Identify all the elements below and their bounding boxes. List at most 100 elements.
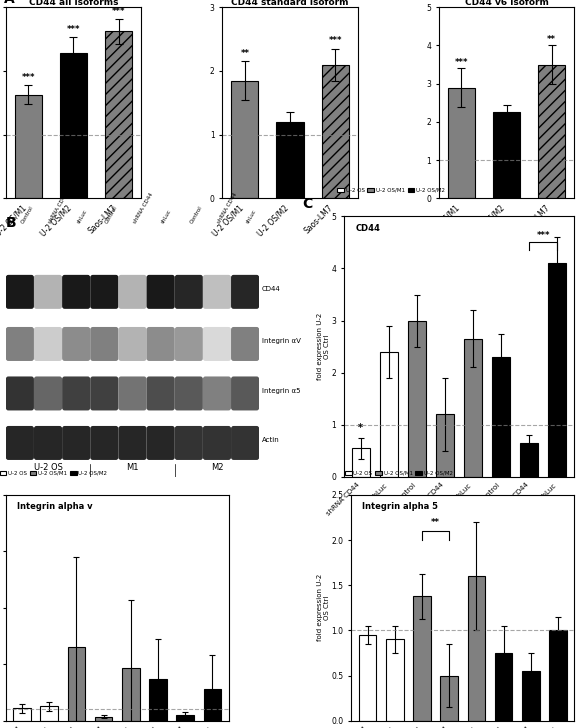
Bar: [448, 87, 475, 198]
FancyBboxPatch shape: [90, 426, 118, 460]
FancyBboxPatch shape: [118, 327, 147, 361]
Bar: [95, 717, 113, 721]
Bar: [149, 679, 167, 721]
FancyBboxPatch shape: [203, 426, 231, 460]
Bar: [493, 112, 520, 198]
Bar: [408, 320, 426, 477]
Bar: [413, 596, 431, 721]
Text: Integrin alpha v: Integrin alpha v: [17, 502, 93, 511]
Legend: U-2 OS, U-2 OS/M1, U-2 OS/M2: U-2 OS, U-2 OS/M1, U-2 OS/M2: [335, 186, 447, 195]
Text: Control: Control: [189, 205, 203, 224]
Title: CD44 v6 isoform: CD44 v6 isoform: [465, 0, 549, 7]
Text: ***: ***: [328, 36, 342, 45]
Bar: [386, 639, 404, 721]
FancyBboxPatch shape: [62, 376, 90, 411]
Bar: [13, 708, 31, 721]
FancyBboxPatch shape: [147, 275, 175, 309]
FancyBboxPatch shape: [6, 376, 34, 411]
Text: Control: Control: [104, 205, 118, 224]
Title: CD44 standard isoform: CD44 standard isoform: [231, 0, 349, 7]
FancyBboxPatch shape: [203, 327, 231, 361]
Bar: [520, 443, 538, 477]
Text: Integrin αV: Integrin αV: [262, 339, 300, 344]
Bar: [321, 65, 349, 198]
Text: M2: M2: [211, 463, 223, 472]
FancyBboxPatch shape: [231, 327, 259, 361]
Text: **: **: [240, 50, 249, 58]
FancyBboxPatch shape: [6, 327, 34, 361]
Text: shRNA CD44: shRNA CD44: [48, 191, 70, 224]
Text: *: *: [358, 422, 363, 432]
Bar: [176, 715, 194, 721]
Legend: U-2 OS, U-2 OS/M1, U-2 OS/M2: U-2 OS, U-2 OS/M1, U-2 OS/M2: [343, 468, 455, 478]
Bar: [68, 647, 85, 721]
Text: A: A: [3, 0, 15, 7]
Bar: [436, 414, 454, 477]
FancyBboxPatch shape: [231, 275, 259, 309]
FancyBboxPatch shape: [6, 275, 34, 309]
Bar: [495, 653, 512, 721]
Text: **: **: [547, 34, 556, 44]
FancyBboxPatch shape: [118, 376, 147, 411]
Text: shLuc: shLuc: [245, 208, 258, 224]
FancyBboxPatch shape: [62, 426, 90, 460]
FancyBboxPatch shape: [34, 327, 62, 361]
FancyBboxPatch shape: [6, 426, 34, 460]
FancyBboxPatch shape: [118, 426, 147, 460]
Text: CD44: CD44: [356, 224, 380, 233]
Text: Actin: Actin: [262, 438, 280, 443]
FancyBboxPatch shape: [90, 376, 118, 411]
Bar: [440, 676, 458, 721]
Bar: [464, 339, 482, 477]
FancyBboxPatch shape: [231, 426, 259, 460]
FancyBboxPatch shape: [147, 327, 175, 361]
Y-axis label: fold expression U-2
OS Ctrl: fold expression U-2 OS Ctrl: [317, 574, 330, 641]
Text: ***: ***: [536, 231, 550, 240]
Text: Control: Control: [20, 205, 34, 224]
Bar: [231, 81, 259, 198]
FancyBboxPatch shape: [203, 275, 231, 309]
Bar: [60, 53, 87, 198]
FancyBboxPatch shape: [175, 275, 203, 309]
Text: ***: ***: [112, 7, 125, 15]
Bar: [122, 668, 140, 721]
Title: CD44 all isoforms: CD44 all isoforms: [29, 0, 118, 7]
Legend: U-2 OS, U-2 OS/M1, U-2 OS/M2: U-2 OS, U-2 OS/M1, U-2 OS/M2: [0, 468, 110, 478]
Bar: [548, 264, 567, 477]
Bar: [380, 352, 398, 477]
FancyBboxPatch shape: [34, 376, 62, 411]
Text: Integrin α5: Integrin α5: [262, 388, 300, 394]
FancyBboxPatch shape: [62, 275, 90, 309]
FancyBboxPatch shape: [118, 275, 147, 309]
FancyBboxPatch shape: [90, 275, 118, 309]
Text: B: B: [6, 216, 16, 230]
Bar: [522, 671, 539, 721]
Bar: [538, 65, 565, 198]
Text: ***: ***: [455, 58, 468, 66]
Bar: [467, 577, 485, 721]
Text: ***: ***: [21, 73, 35, 82]
Text: shRNA CD44: shRNA CD44: [132, 191, 154, 224]
FancyBboxPatch shape: [175, 426, 203, 460]
Bar: [359, 635, 376, 721]
Text: CD44: CD44: [262, 286, 281, 293]
FancyBboxPatch shape: [175, 376, 203, 411]
FancyBboxPatch shape: [231, 376, 259, 411]
Bar: [15, 95, 42, 198]
Text: ***: ***: [67, 25, 80, 34]
Bar: [277, 122, 303, 198]
Text: U-2 OS: U-2 OS: [34, 463, 63, 472]
Bar: [105, 31, 132, 198]
FancyBboxPatch shape: [62, 327, 90, 361]
Text: C: C: [302, 197, 313, 211]
Text: Integrin alpha 5: Integrin alpha 5: [362, 502, 438, 511]
FancyBboxPatch shape: [90, 327, 118, 361]
Bar: [351, 448, 370, 477]
Bar: [549, 630, 567, 721]
Bar: [492, 357, 510, 477]
FancyBboxPatch shape: [34, 275, 62, 309]
Text: shLuc: shLuc: [161, 208, 173, 224]
Text: shRNA CD44: shRNA CD44: [217, 191, 238, 224]
Text: **: **: [431, 518, 440, 526]
FancyBboxPatch shape: [147, 426, 175, 460]
